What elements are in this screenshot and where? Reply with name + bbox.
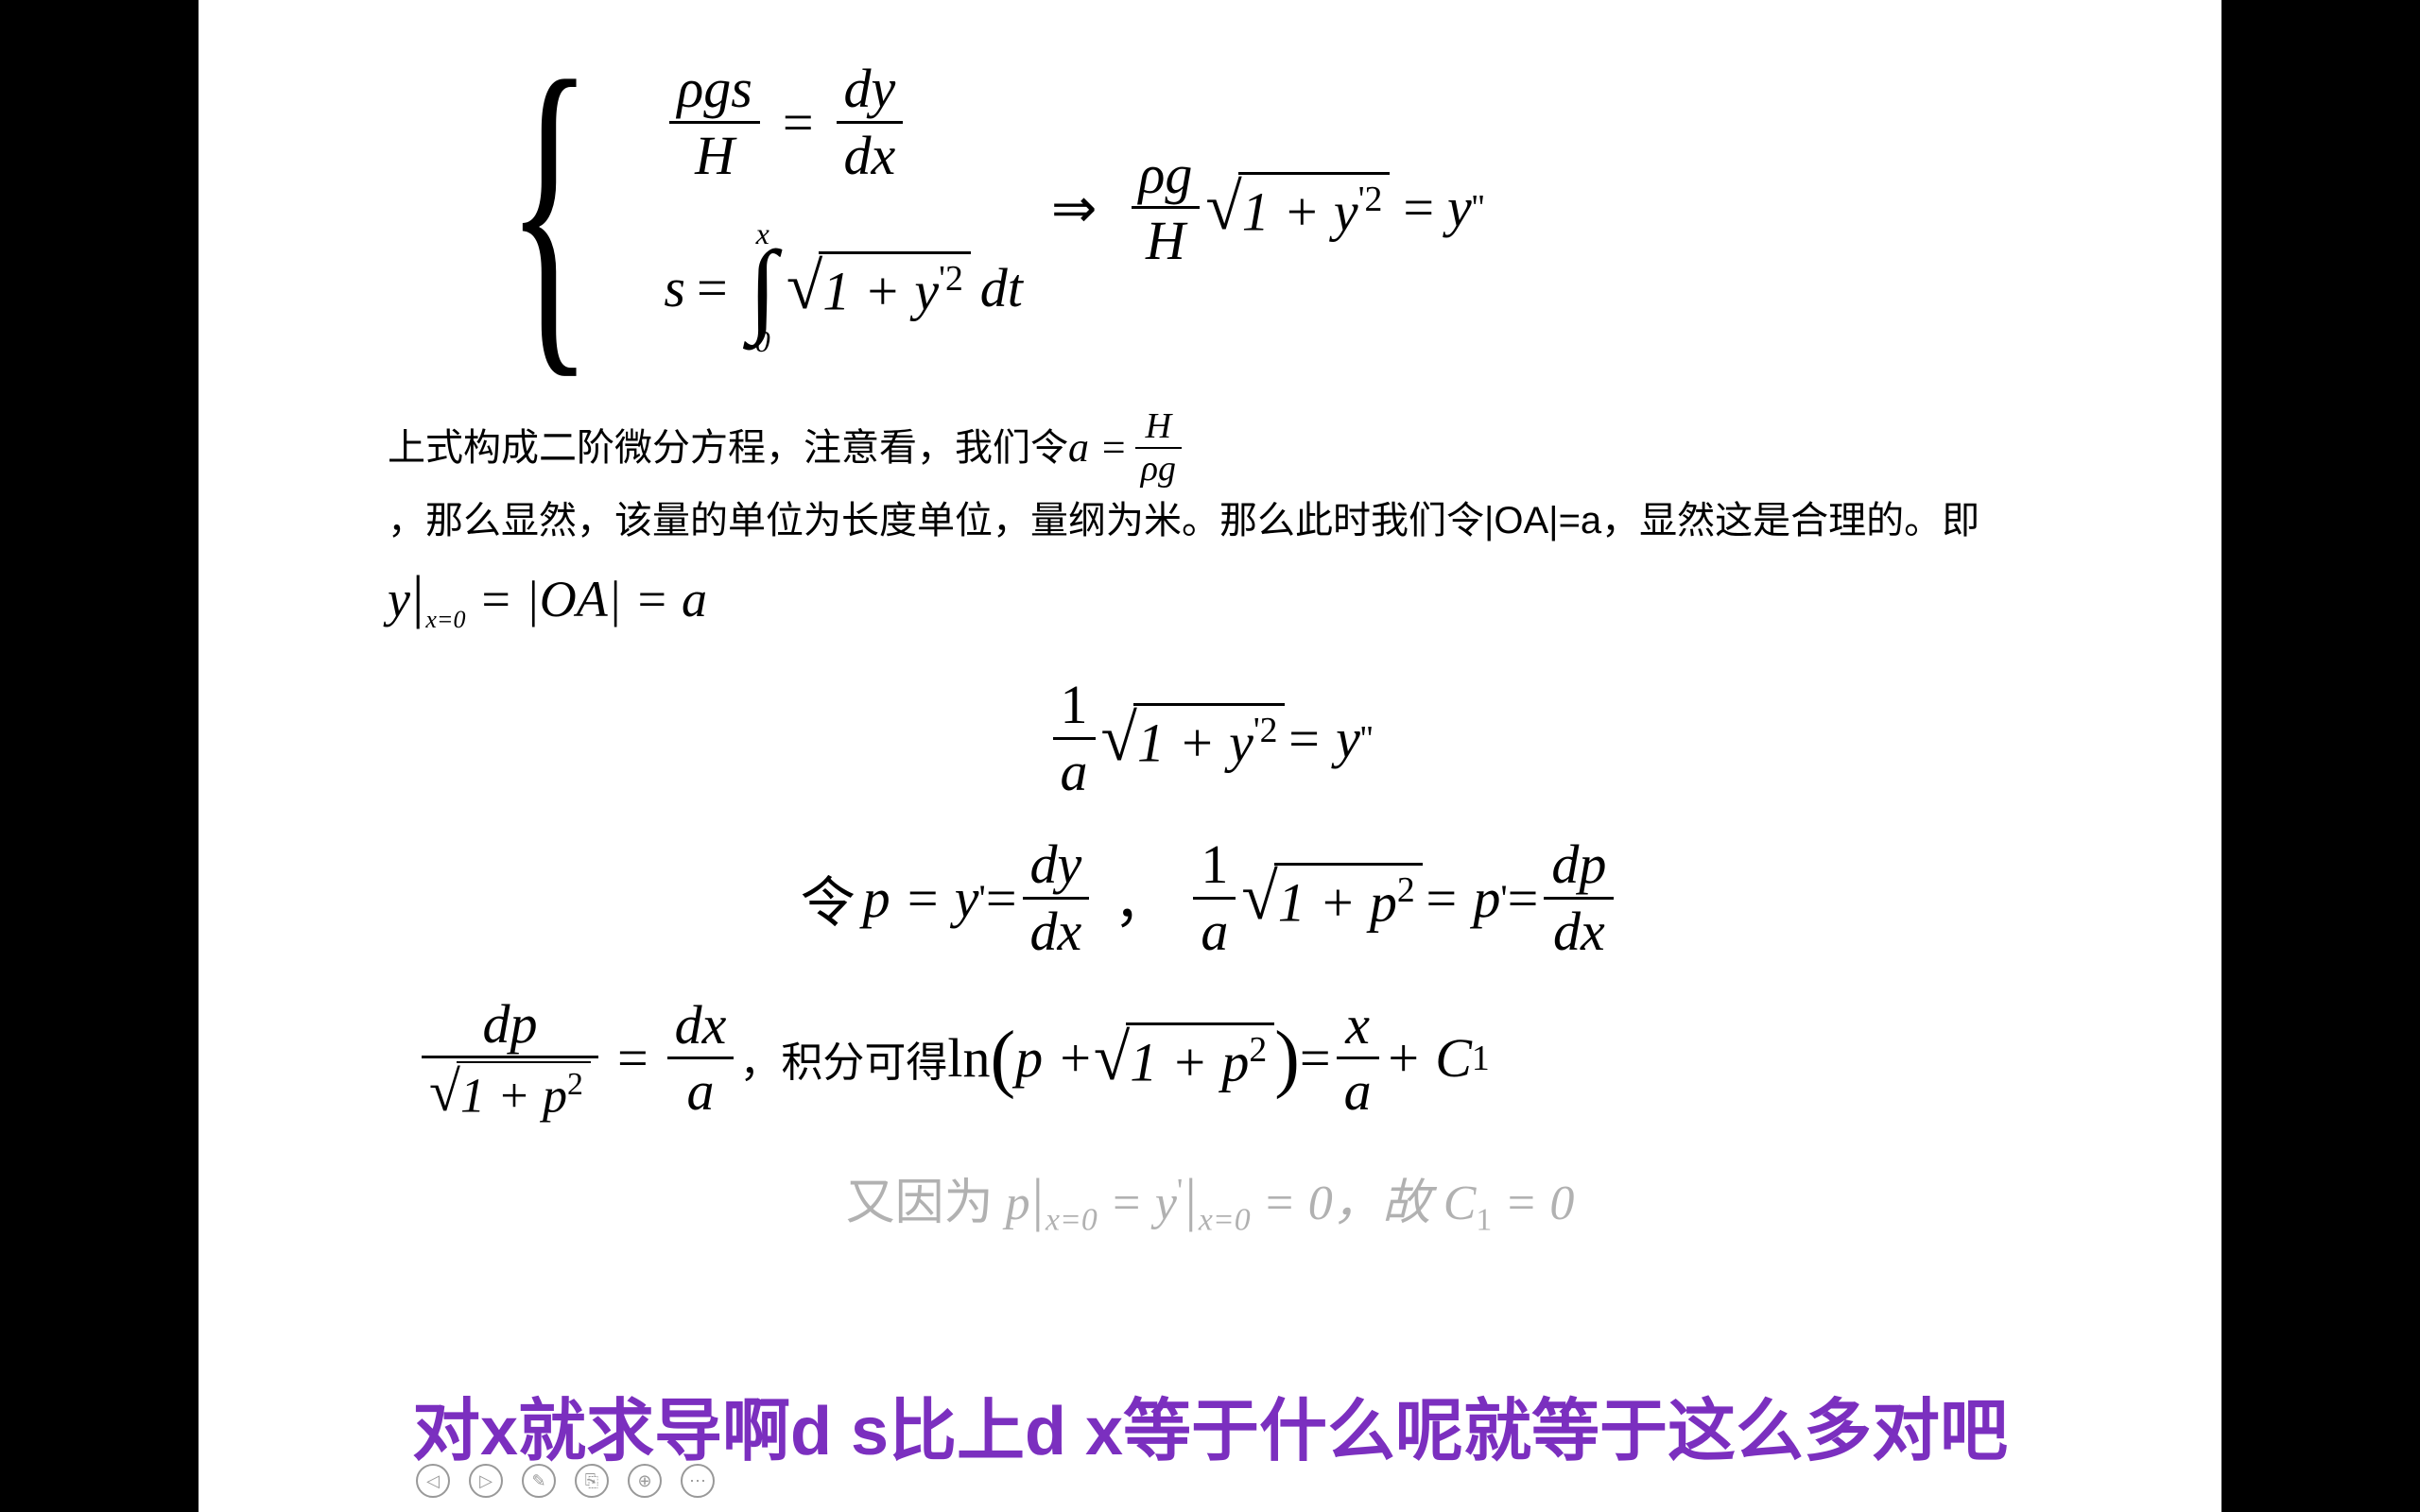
eq2-lhs: s — [664, 256, 685, 319]
equation-bottom-partial: 又因为 p|x=0 = y'|x=0 = 0，故 C1 = 0 — [388, 1162, 2032, 1238]
left-brace: { — [507, 64, 593, 352]
eq2-sqrt: 1 + y — [822, 261, 939, 322]
text1-part2: ，那么显然，该量的单位为长度单位，量纲为米。那么此时我们令|OA|=a，显然这是… — [388, 490, 1979, 551]
eq-row-1: ρgs H = dy dx — [664, 57, 1023, 188]
equation-a: 1 a √ 1 + y'2 = y'' — [388, 673, 2032, 804]
slide-page: { ρgs H = dy dx s = x ∫ — [199, 0, 2221, 1512]
eq1-lhs-num: ρgs — [669, 57, 759, 121]
eq1-lhs-den: H — [687, 124, 742, 188]
system-equation: { ρgs H = dy dx s = x ∫ — [463, 57, 2032, 359]
eq1-rhs-den: dx — [837, 124, 904, 188]
equation-separation: dp √ 1 + p2 = dx a ，积分可得 ln ( p + √ 1 + … — [416, 992, 2032, 1125]
eq2-dt: dt — [980, 256, 1023, 319]
result-den: H — [1138, 209, 1193, 273]
video-caption: 对x就求导啊d s比上d x等于什么呢就等于这么多对吧 — [0, 1375, 2420, 1474]
text1-part1: 上式构成二阶微分方程，注意看，我们令 — [388, 418, 1068, 478]
result-eq: ρg H √ 1 + y'2 = y'' — [1126, 143, 1485, 274]
int-lower: 0 — [755, 324, 770, 359]
eq1-rhs-num: dy — [837, 57, 904, 121]
text-paragraph-1: 上式构成二阶微分方程，注意看，我们令 a = H ρg ，那么显然，该量的单位为… — [388, 406, 2032, 645]
result-num: ρg — [1132, 143, 1201, 207]
system-inner: ρgs H = dy dx s = x ∫ 0 — [664, 57, 1023, 359]
integral-icon: ∫ — [749, 251, 777, 324]
eq-row-2: s = x ∫ 0 √ 1 + y'2 dt — [664, 216, 1023, 359]
equation-substitution: 令 p = y' = dy dx ， 1 a √ 1 + p2 = p' = d… — [388, 833, 2032, 964]
implies-symbol: ⇒ — [1051, 176, 1098, 240]
